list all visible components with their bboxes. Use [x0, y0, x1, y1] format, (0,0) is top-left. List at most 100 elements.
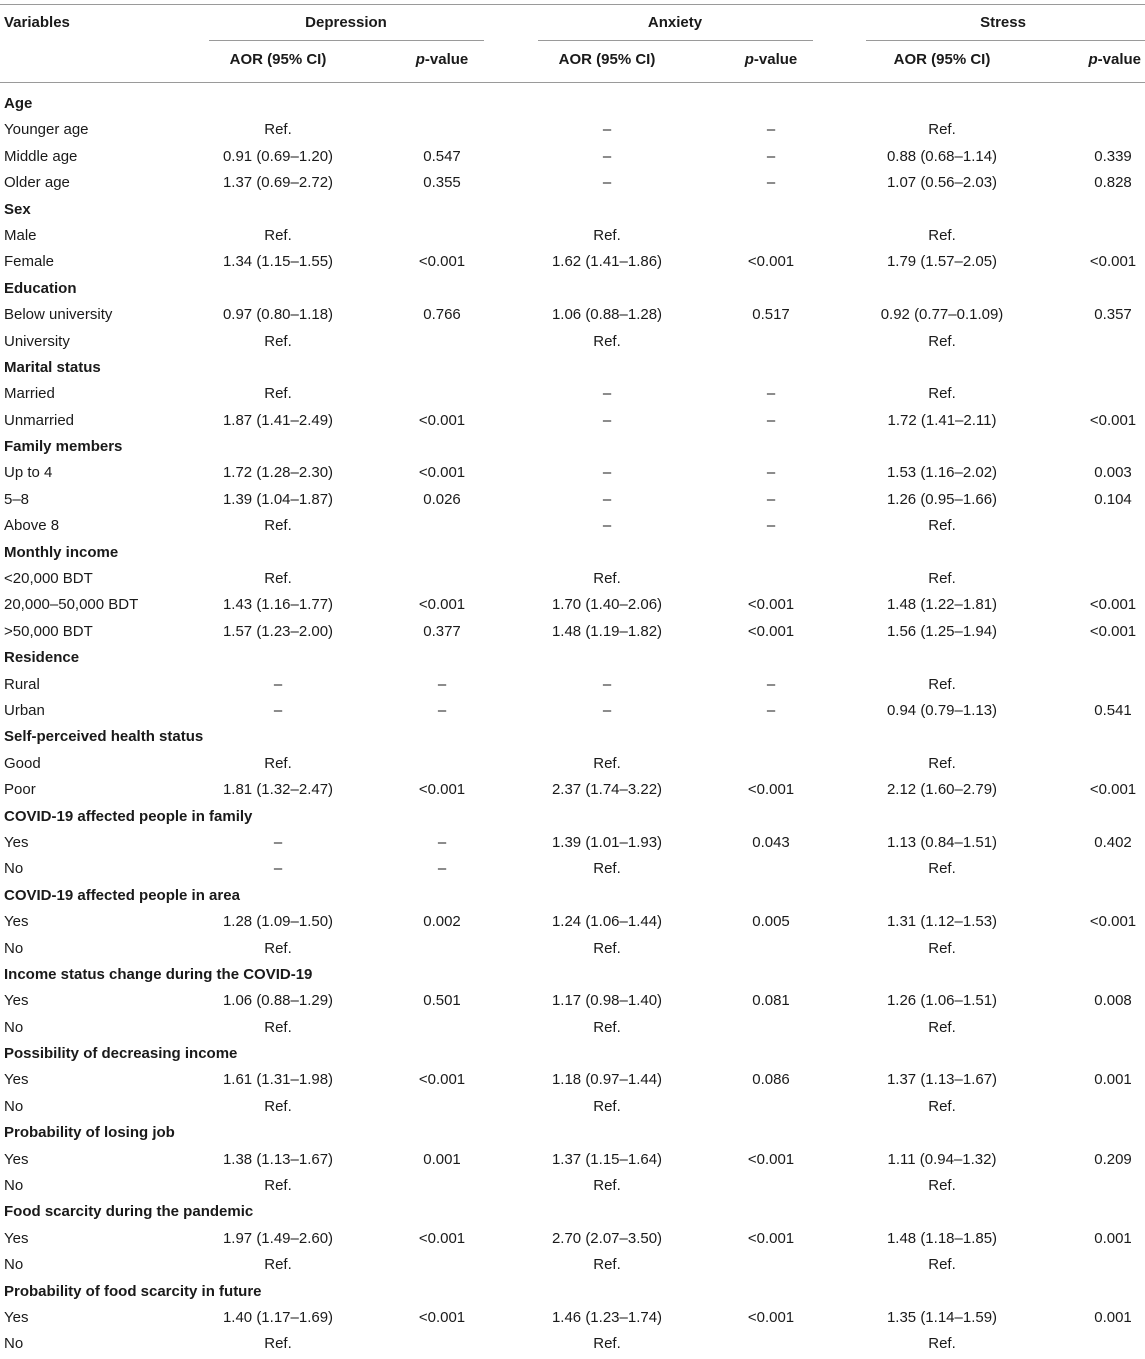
row-label: Female	[4, 253, 55, 271]
stress-aor-cell: 1.26 (1.06–1.51)	[886, 992, 998, 1010]
anxiety-aor-cell: –	[602, 121, 612, 139]
anxiety-aor-cell: Ref.	[593, 1018, 621, 1036]
stress-pvalue-cell: <0.001	[1089, 781, 1137, 799]
row-label: No	[4, 939, 24, 957]
anxiety-aor-cell: 1.17 (0.98–1.40)	[551, 992, 663, 1010]
anxiety-pvalue-cell: <0.001	[747, 1150, 795, 1168]
stress-aor-cell: 1.53 (1.16–2.02)	[886, 464, 998, 482]
stress-aor-cell: 1.79 (1.57–2.05)	[886, 253, 998, 271]
anxiety-aor-cell: Ref.	[593, 1177, 621, 1195]
depression-pvalue-cell: 0.026	[423, 490, 461, 508]
stress-aor-cell: 1.11 (0.94–1.32)	[887, 1150, 997, 1168]
stress-aor-cell: 1.35 (1.14–1.59)	[886, 1308, 998, 1326]
depression-aor-cell: Ref.	[264, 754, 292, 772]
header-group-stress: Stress	[980, 14, 1026, 31]
anxiety-aor-cell: 1.18 (0.97–1.44)	[551, 1071, 663, 1089]
table-row: Below university 0.97 (0.80–1.18) 0.766 1.0…	[0, 303, 1145, 329]
row-label: Yes	[4, 992, 29, 1010]
depression-aor-cell: 0.91 (0.69–1.20)	[222, 147, 334, 165]
stress-aor-cell: Ref.	[928, 385, 956, 403]
depression-aor-cell: Ref.	[264, 385, 292, 403]
header-anx-aor: AOR (95% CI)	[558, 51, 656, 68]
section-row: Probability of losing job	[0, 1121, 1145, 1147]
row-label: Below university	[4, 306, 113, 324]
section-row: COVID-19 affected people in area	[0, 884, 1145, 910]
row-label: 20,000–50,000 BDT	[4, 596, 139, 614]
section-label: Income status change during the COVID-19	[4, 965, 313, 983]
depression-pvalue-cell: –	[437, 860, 447, 878]
row-label: No	[4, 1177, 24, 1195]
table-row: No Ref. Ref. Ref.	[0, 1016, 1145, 1042]
depression-aor-cell: 1.43 (1.16–1.77)	[222, 596, 334, 614]
stress-aor-cell: 1.37 (1.13–1.67)	[886, 1071, 998, 1089]
section-label: Sex	[4, 200, 31, 218]
depression-aor-cell: –	[273, 860, 283, 878]
anxiety-pvalue-cell: –	[766, 517, 776, 535]
anxiety-aor-cell: 1.46 (1.23–1.74)	[551, 1308, 663, 1326]
stress-aor-cell: Ref.	[928, 332, 956, 350]
section-row: Self-perceived health status	[0, 725, 1145, 751]
depression-aor-cell: –	[273, 833, 283, 851]
table-row: Yes – – 1.39 (1.01–1.93) 0.043 1.13 (0.84–1.5…	[0, 831, 1145, 857]
depression-aor-cell: Ref.	[264, 939, 292, 957]
stress-pvalue-cell: <0.001	[1089, 622, 1137, 640]
section-label: Age	[4, 95, 33, 112]
anxiety-aor-cell: Ref.	[593, 860, 621, 878]
section-label: Education	[4, 279, 77, 297]
anxiety-aor-cell: 2.70 (2.07–3.50)	[551, 1229, 663, 1247]
header-variables: Variables	[4, 14, 70, 31]
depression-aor-cell: Ref.	[264, 517, 292, 535]
anxiety-aor-cell: Ref.	[593, 1335, 621, 1353]
table-row: Up to 4 1.72 (1.28–2.30) <0.001 – – 1.53 (1.1…	[0, 461, 1145, 487]
depression-aor-cell: 1.81 (1.32–2.47)	[222, 781, 334, 799]
row-label: Yes	[4, 833, 29, 851]
depression-aor-cell: 1.38 (1.13–1.67)	[222, 1150, 334, 1168]
anxiety-aor-cell: –	[602, 147, 612, 165]
depression-aor-cell: 1.40 (1.17–1.69)	[222, 1308, 334, 1326]
stress-aor-cell: Ref.	[928, 1018, 956, 1036]
stress-pvalue-cell: <0.001	[1089, 596, 1137, 614]
anxiety-pvalue-cell: 0.043	[752, 833, 790, 851]
depression-pvalue-cell: <0.001	[418, 1229, 466, 1247]
table-row: Poor 1.81 (1.32–2.47) <0.001 2.37 (1.74–3.2…	[0, 778, 1145, 804]
row-label: 5–8	[4, 490, 30, 508]
group-rule-anxiety	[538, 40, 813, 41]
anxiety-pvalue-cell: <0.001	[747, 1308, 795, 1326]
depression-aor-cell: 1.39 (1.04–1.87)	[222, 490, 334, 508]
group-rule-depression	[209, 40, 484, 41]
stress-aor-cell: Ref.	[928, 675, 956, 693]
anxiety-aor-cell: Ref.	[593, 570, 621, 588]
row-label: Married	[4, 385, 55, 403]
section-row: Possibility of decreasing income	[0, 1042, 1145, 1068]
anxiety-pvalue-cell: –	[766, 701, 776, 719]
table-row: Good Ref. Ref. Ref.	[0, 752, 1145, 778]
stress-aor-cell: Ref.	[928, 1097, 956, 1115]
depression-aor-cell: Ref.	[264, 1018, 292, 1036]
stress-pvalue-cell: 0.001	[1094, 1308, 1132, 1326]
stress-pvalue-cell: 0.402	[1094, 833, 1132, 851]
row-label: Unmarried	[4, 411, 75, 429]
anxiety-aor-cell: –	[602, 174, 612, 192]
section-label: Self-perceived health status	[4, 728, 204, 746]
stress-aor-cell: Ref.	[928, 754, 956, 772]
row-label: Middle age	[4, 147, 78, 165]
depression-aor-cell: 0.97 (0.80–1.18)	[222, 306, 334, 324]
stress-pvalue-cell: 0.008	[1094, 992, 1132, 1010]
depression-pvalue-cell: 0.377	[423, 622, 461, 640]
anxiety-pvalue-cell: –	[766, 174, 776, 192]
stress-aor-cell: Ref.	[928, 517, 956, 535]
depression-pvalue-cell: 0.547	[423, 147, 461, 165]
row-label: Yes	[4, 1071, 29, 1089]
row-label: No	[4, 1256, 24, 1274]
anxiety-aor-cell: –	[602, 385, 612, 403]
anxiety-pvalue-cell: <0.001	[747, 622, 795, 640]
table-row: Yes 1.06 (0.88–1.29) 0.501 1.17 (0.98–1.40)…	[0, 989, 1145, 1015]
anxiety-pvalue-cell: –	[766, 464, 776, 482]
row-label: Up to 4	[4, 464, 53, 482]
depression-aor-cell: 1.37 (0.69–2.72)	[222, 174, 334, 192]
header-rule	[0, 82, 1145, 83]
depression-aor-cell: –	[273, 675, 283, 693]
table-row: Urban – – – – 0.94 (0.79–1.13) 0.541	[0, 699, 1145, 725]
stress-pvalue-cell: <0.001	[1089, 913, 1137, 931]
row-label: Rural	[4, 675, 40, 693]
